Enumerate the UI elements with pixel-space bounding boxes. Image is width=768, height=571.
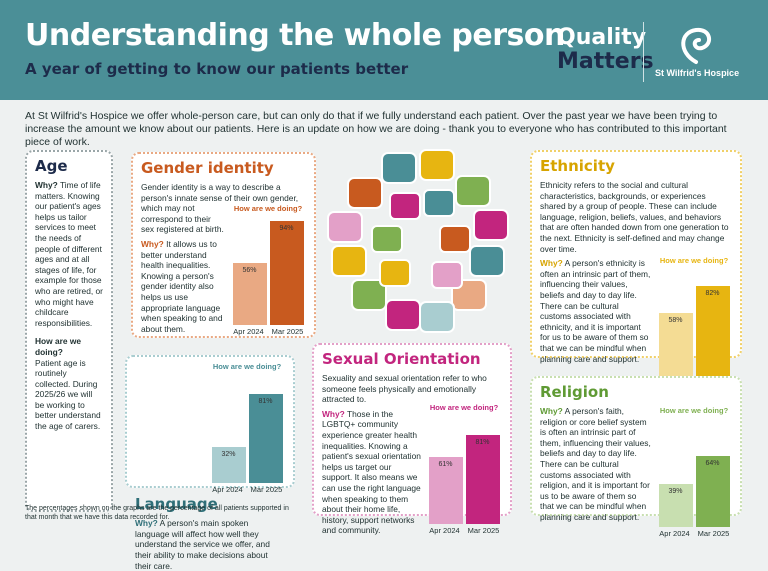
description: Sexuality and sexual orientation refer t… <box>322 373 487 405</box>
why-label: Why? <box>322 408 345 419</box>
section-title: Language <box>135 495 218 514</box>
bars: 39% 64% <box>656 419 732 527</box>
category-label: Apr 2024 <box>429 525 460 535</box>
paragraph: Why? A person's main spoken language wil… <box>135 518 285 571</box>
chart: How are we doing? 61% 81% Apr 2024 Mar 2025 <box>426 403 502 536</box>
category-labels: Apr 2024 Mar 2025 <box>230 327 306 338</box>
intro: At St Wilfrid's Hospice we offer whole-p… <box>25 110 727 148</box>
chart: How are we doing? 39% 64% Apr 2024 Mar 2025 <box>656 406 732 539</box>
category-label: Mar 2025 <box>250 484 283 494</box>
chart-heading: How are we doing? <box>659 406 729 415</box>
value-label: 58% <box>668 316 683 324</box>
paragraph: Why? Time of life matters. Knowing our p… <box>35 180 103 328</box>
language-box: How are we doing? 32% 81% Apr 2024 Mar 2025 … <box>125 355 295 571</box>
chart-heading: How are we doing? <box>212 362 282 371</box>
category-labels: Apr 2024 Mar 2025 <box>426 526 502 537</box>
how-label: How are we doing? <box>35 336 82 357</box>
title: Understanding the whole person <box>25 18 565 53</box>
why-label: Why? <box>141 238 164 249</box>
section-title: Religion <box>540 383 609 401</box>
description: Ethnicity refers to the social and cultu… <box>540 180 729 254</box>
why-text: It allows us to better understand health… <box>141 238 223 334</box>
section-title: Gender identity <box>141 159 274 177</box>
why-label: Why? <box>135 518 158 529</box>
why-label: Why? <box>540 258 563 269</box>
bar: 81% <box>248 393 283 483</box>
bar: 81% <box>465 434 500 524</box>
why-label: Why? <box>540 406 563 416</box>
why-text: Time of life matters. Knowing our patien… <box>35 180 103 328</box>
value-label: 32% <box>221 451 236 459</box>
paragraph: Why? It allows us to better understand h… <box>141 239 306 334</box>
why-text: Those in the LGBTQ+ community experience… <box>322 408 421 536</box>
age-box: Age Why? Time of life matters. Knowing o… <box>25 150 113 512</box>
bar: 64% <box>695 456 730 527</box>
chart-heading: How are we doing? <box>429 403 499 412</box>
brand-line: Quality <box>557 25 647 50</box>
value-label: 64% <box>705 460 720 468</box>
why-text: A person's faith, religion or core belie… <box>540 406 651 522</box>
brand-line: Matters <box>557 49 654 74</box>
value-label: 81% <box>258 397 273 405</box>
value-label: 61% <box>438 460 453 468</box>
section-title: Ethnicity <box>540 157 615 175</box>
bars: 32% 81% <box>209 375 285 483</box>
category-label: Mar 2025 <box>697 528 730 538</box>
ethnicity-box: Ethnicity How are we doing?58%82%Apr 202… <box>530 150 742 388</box>
category-label: Apr 2024 <box>212 484 243 494</box>
value-label: 56% <box>242 267 257 274</box>
bar: 61% <box>428 456 463 524</box>
divider <box>643 22 644 82</box>
footnote: The percentages shown on the graphs are … <box>25 505 289 521</box>
gender-box: Gender identity How are we doing? 56% 94% A… <box>131 152 316 338</box>
bars: 61% 81% <box>426 416 502 524</box>
category-label: Apr 2024 <box>233 326 264 336</box>
value-label: 94% <box>279 225 294 233</box>
paragraph: Why? Those in the LGBTQ+ community exper… <box>322 409 502 536</box>
bar: 39% <box>658 483 693 527</box>
paragraph: How are we doing? Patient age is routinel… <box>35 336 103 431</box>
description: Gender identity is a way to describe a p… <box>141 182 299 235</box>
chart-heading: How are we doing? <box>659 256 729 265</box>
category-label: Mar 2025 <box>271 326 304 336</box>
logo-text: St Wilfrid's Hospice <box>655 68 740 78</box>
section-title: Sexual Orientation <box>322 350 481 368</box>
chart: How are we doing? 32% 81% Apr 2024 Mar 2025 <box>209 362 285 495</box>
bar: 82% <box>695 286 730 377</box>
how-text: Patient age is routinely collected. Duri… <box>35 357 101 432</box>
chart: How are we doing? 56% 94% Apr 2024 Mar 2025 <box>230 204 306 337</box>
brand: Quality Matters <box>557 26 654 74</box>
value-label: 39% <box>668 487 683 495</box>
category-labels: Apr 2024 Mar 2025 <box>209 485 285 496</box>
value-label: 82% <box>705 290 720 298</box>
why-label: Why? <box>35 180 58 190</box>
bar: 94% <box>269 221 304 325</box>
paragraph: Why? A person's ethnicity is often an in… <box>540 258 732 364</box>
category-labels: Apr 2024 Mar 2025 <box>656 529 732 540</box>
bars: 56% 94% <box>230 217 306 325</box>
sexual-box: Sexual Orientation How are we doing? 61% 8… <box>312 343 512 535</box>
category-label: Mar 2025 <box>467 525 500 535</box>
paragraph: Why? A person's faith, religion or core … <box>540 406 732 523</box>
header-band <box>0 0 768 100</box>
why-text: A person's ethnicity is often an intrins… <box>540 258 651 364</box>
subtitle: A year of getting to know our patients b… <box>25 60 409 78</box>
bars: 58% 82% <box>656 269 732 377</box>
chart-heading: How are we doing? <box>233 204 303 213</box>
section-title: Age <box>35 157 68 175</box>
logo <box>681 27 712 64</box>
puzzle-art <box>327 149 509 333</box>
value-label: 81% <box>475 438 490 446</box>
category-label: Apr 2024 <box>659 528 690 538</box>
bar: 58% <box>658 312 693 377</box>
bar: 56% <box>232 263 267 325</box>
religion-box: Religion How are we doing? 39% 64% Apr 2024… <box>530 376 742 538</box>
bar: 32% <box>211 447 246 483</box>
